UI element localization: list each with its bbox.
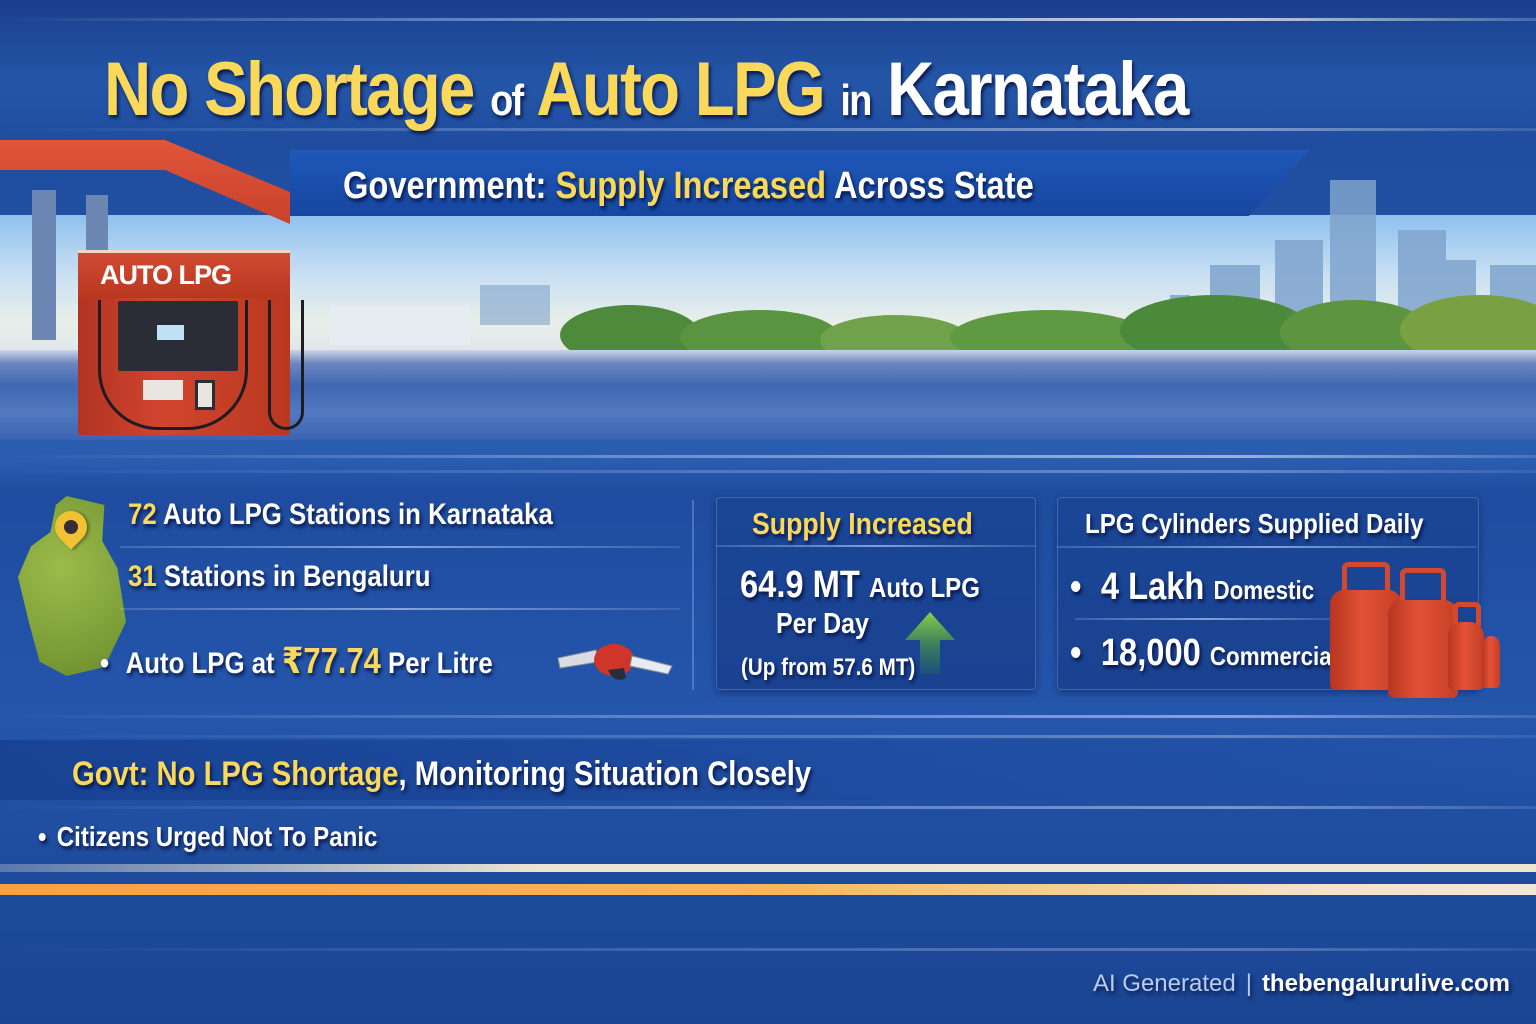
headline-rest: , Monitoring Situation Closely — [398, 755, 812, 793]
subtitle-across-state: Across State — [833, 165, 1034, 207]
gas-cylinder-icon — [1388, 600, 1458, 698]
vertical-separator — [692, 500, 694, 690]
domestic-label: Domestic — [1213, 575, 1315, 605]
title-part-of: of — [490, 76, 524, 125]
lpg-price-line: Auto LPG at ₹77.74 Per Litre — [100, 640, 493, 682]
supply-value-line: 64.9 MT Auto LPG — [740, 564, 980, 607]
site-link[interactable]: thebengalurulive.com — [1261, 970, 1510, 997]
divider — [1075, 618, 1335, 620]
cylinders-heading: LPG Cylinders Supplied Daily — [1085, 508, 1424, 539]
light-streak — [0, 128, 1536, 131]
hose-icon — [98, 300, 248, 430]
light-streak — [0, 18, 1536, 21]
commercial-value: 18,000 — [1100, 632, 1201, 674]
cylinders-domestic: 4 Lakh Domestic — [1070, 566, 1314, 609]
supply-unit: Per Day — [776, 608, 869, 640]
stations-bengaluru: 31 Stations in Bengaluru — [128, 560, 431, 594]
divider — [716, 545, 1036, 547]
light-streak — [0, 806, 1536, 809]
stations-bengaluru-text: Stations in Bengaluru — [163, 560, 431, 593]
stations-karnataka-count: 72 — [128, 498, 157, 531]
light-streak — [0, 455, 1536, 458]
subtitle-government: Government: — [343, 165, 547, 207]
cylinder-collar — [1342, 562, 1390, 602]
page-title: No Shortage of Auto LPG in Karnataka — [104, 40, 1189, 140]
divider — [1057, 546, 1477, 548]
stations-karnataka-text: Auto LPG Stations in Karnataka — [162, 498, 553, 531]
title-part-karnataka: Karnataka — [887, 47, 1189, 132]
divider — [120, 608, 680, 610]
pump-display-icon — [157, 325, 184, 340]
title-part-in: in — [840, 76, 872, 125]
building-icon — [480, 285, 550, 325]
cylinders-commercial: 18,000 Commercial — [1070, 632, 1338, 675]
divider — [120, 546, 680, 548]
building-icon — [330, 305, 470, 345]
pump-head — [78, 250, 290, 298]
ai-generated-label: AI Generated — [1092, 970, 1236, 997]
bottom-headline: Govt: No LPG Shortage, Monitoring Situat… — [72, 748, 811, 800]
cylinder-collar — [1453, 602, 1481, 626]
fuel-nozzle-icon — [557, 644, 673, 680]
domestic-value: 4 Lakh — [1100, 566, 1205, 608]
headline-highlight: Govt: No LPG Shortage — [72, 755, 399, 793]
orange-stripe — [0, 884, 1536, 895]
light-streak — [0, 948, 1536, 951]
supply-value-label: Auto LPG — [868, 572, 980, 603]
commercial-label: Commercial — [1209, 641, 1338, 671]
stations-bengaluru-count: 31 — [128, 560, 157, 593]
subtitle-supply-increased: Supply Increased — [555, 165, 827, 207]
up-arrow-icon — [905, 612, 955, 674]
footer-separator: | — [1245, 970, 1252, 997]
subtitle: Government: Supply Increased Across Stat… — [343, 158, 1034, 214]
light-streak — [0, 470, 1536, 473]
cylinder-collar — [1400, 568, 1446, 604]
headline-band — [0, 740, 1536, 800]
price-suffix: Per Litre — [388, 647, 493, 680]
hose-icon — [268, 300, 304, 430]
title-part-auto-lpg: Auto LPG — [536, 47, 825, 132]
gas-cylinder-icon — [1482, 636, 1500, 688]
stations-karnataka: 72 Auto LPG Stations in Karnataka — [128, 498, 553, 532]
cream-stripe — [0, 864, 1536, 872]
title-part-no-shortage: No Shortage — [104, 47, 475, 132]
supply-heading: Supply Increased — [752, 506, 973, 541]
subtitle-banner — [290, 150, 1310, 216]
light-streak — [0, 735, 1536, 738]
gas-cylinder-icon — [1448, 622, 1484, 690]
footer-credit: AI Generated | thebengalurulive.com — [1093, 966, 1510, 1002]
pump-label: AUTO LPG — [100, 260, 232, 290]
price-prefix: Auto LPG at — [125, 647, 275, 680]
light-streak — [0, 715, 1536, 718]
price-value: ₹77.74 — [281, 640, 381, 681]
supply-note: (Up from 57.6 MT) — [741, 654, 916, 681]
citizens-bullet: Citizens Urged Not To Panic — [38, 815, 378, 859]
supply-value: 64.9 MT — [740, 564, 860, 606]
supply-increased-box — [716, 497, 1036, 690]
canopy-pillar — [32, 190, 56, 340]
